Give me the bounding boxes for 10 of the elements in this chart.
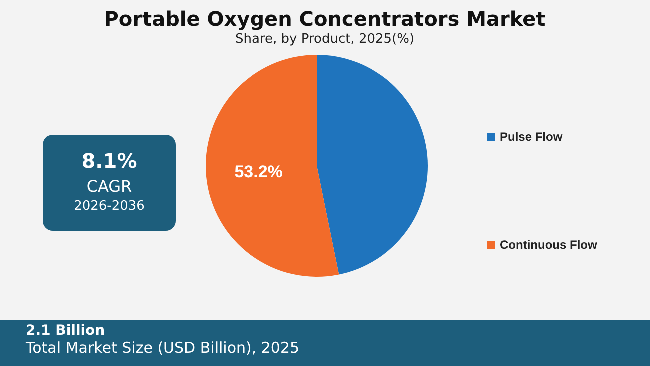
text: CAGR — [86, 177, 134, 196]
legend-label: Pulse Flow — [500, 130, 564, 144]
chart-subtitle: Share, by Product, 2025(%) — [235, 32, 415, 47]
chart-title: Portable Oxygen Concentrators Market — [104, 7, 546, 31]
text: Total Market Size (USD Billion), 2025 — [26, 339, 301, 357]
text: 2.1 Billion — [26, 323, 106, 339]
data-label: 53.2% — [234, 162, 283, 182]
text: 8.1% — [80, 149, 138, 173]
text: 2026-2036 — [73, 199, 146, 214]
legend-label: Continuous Flow — [500, 238, 598, 252]
